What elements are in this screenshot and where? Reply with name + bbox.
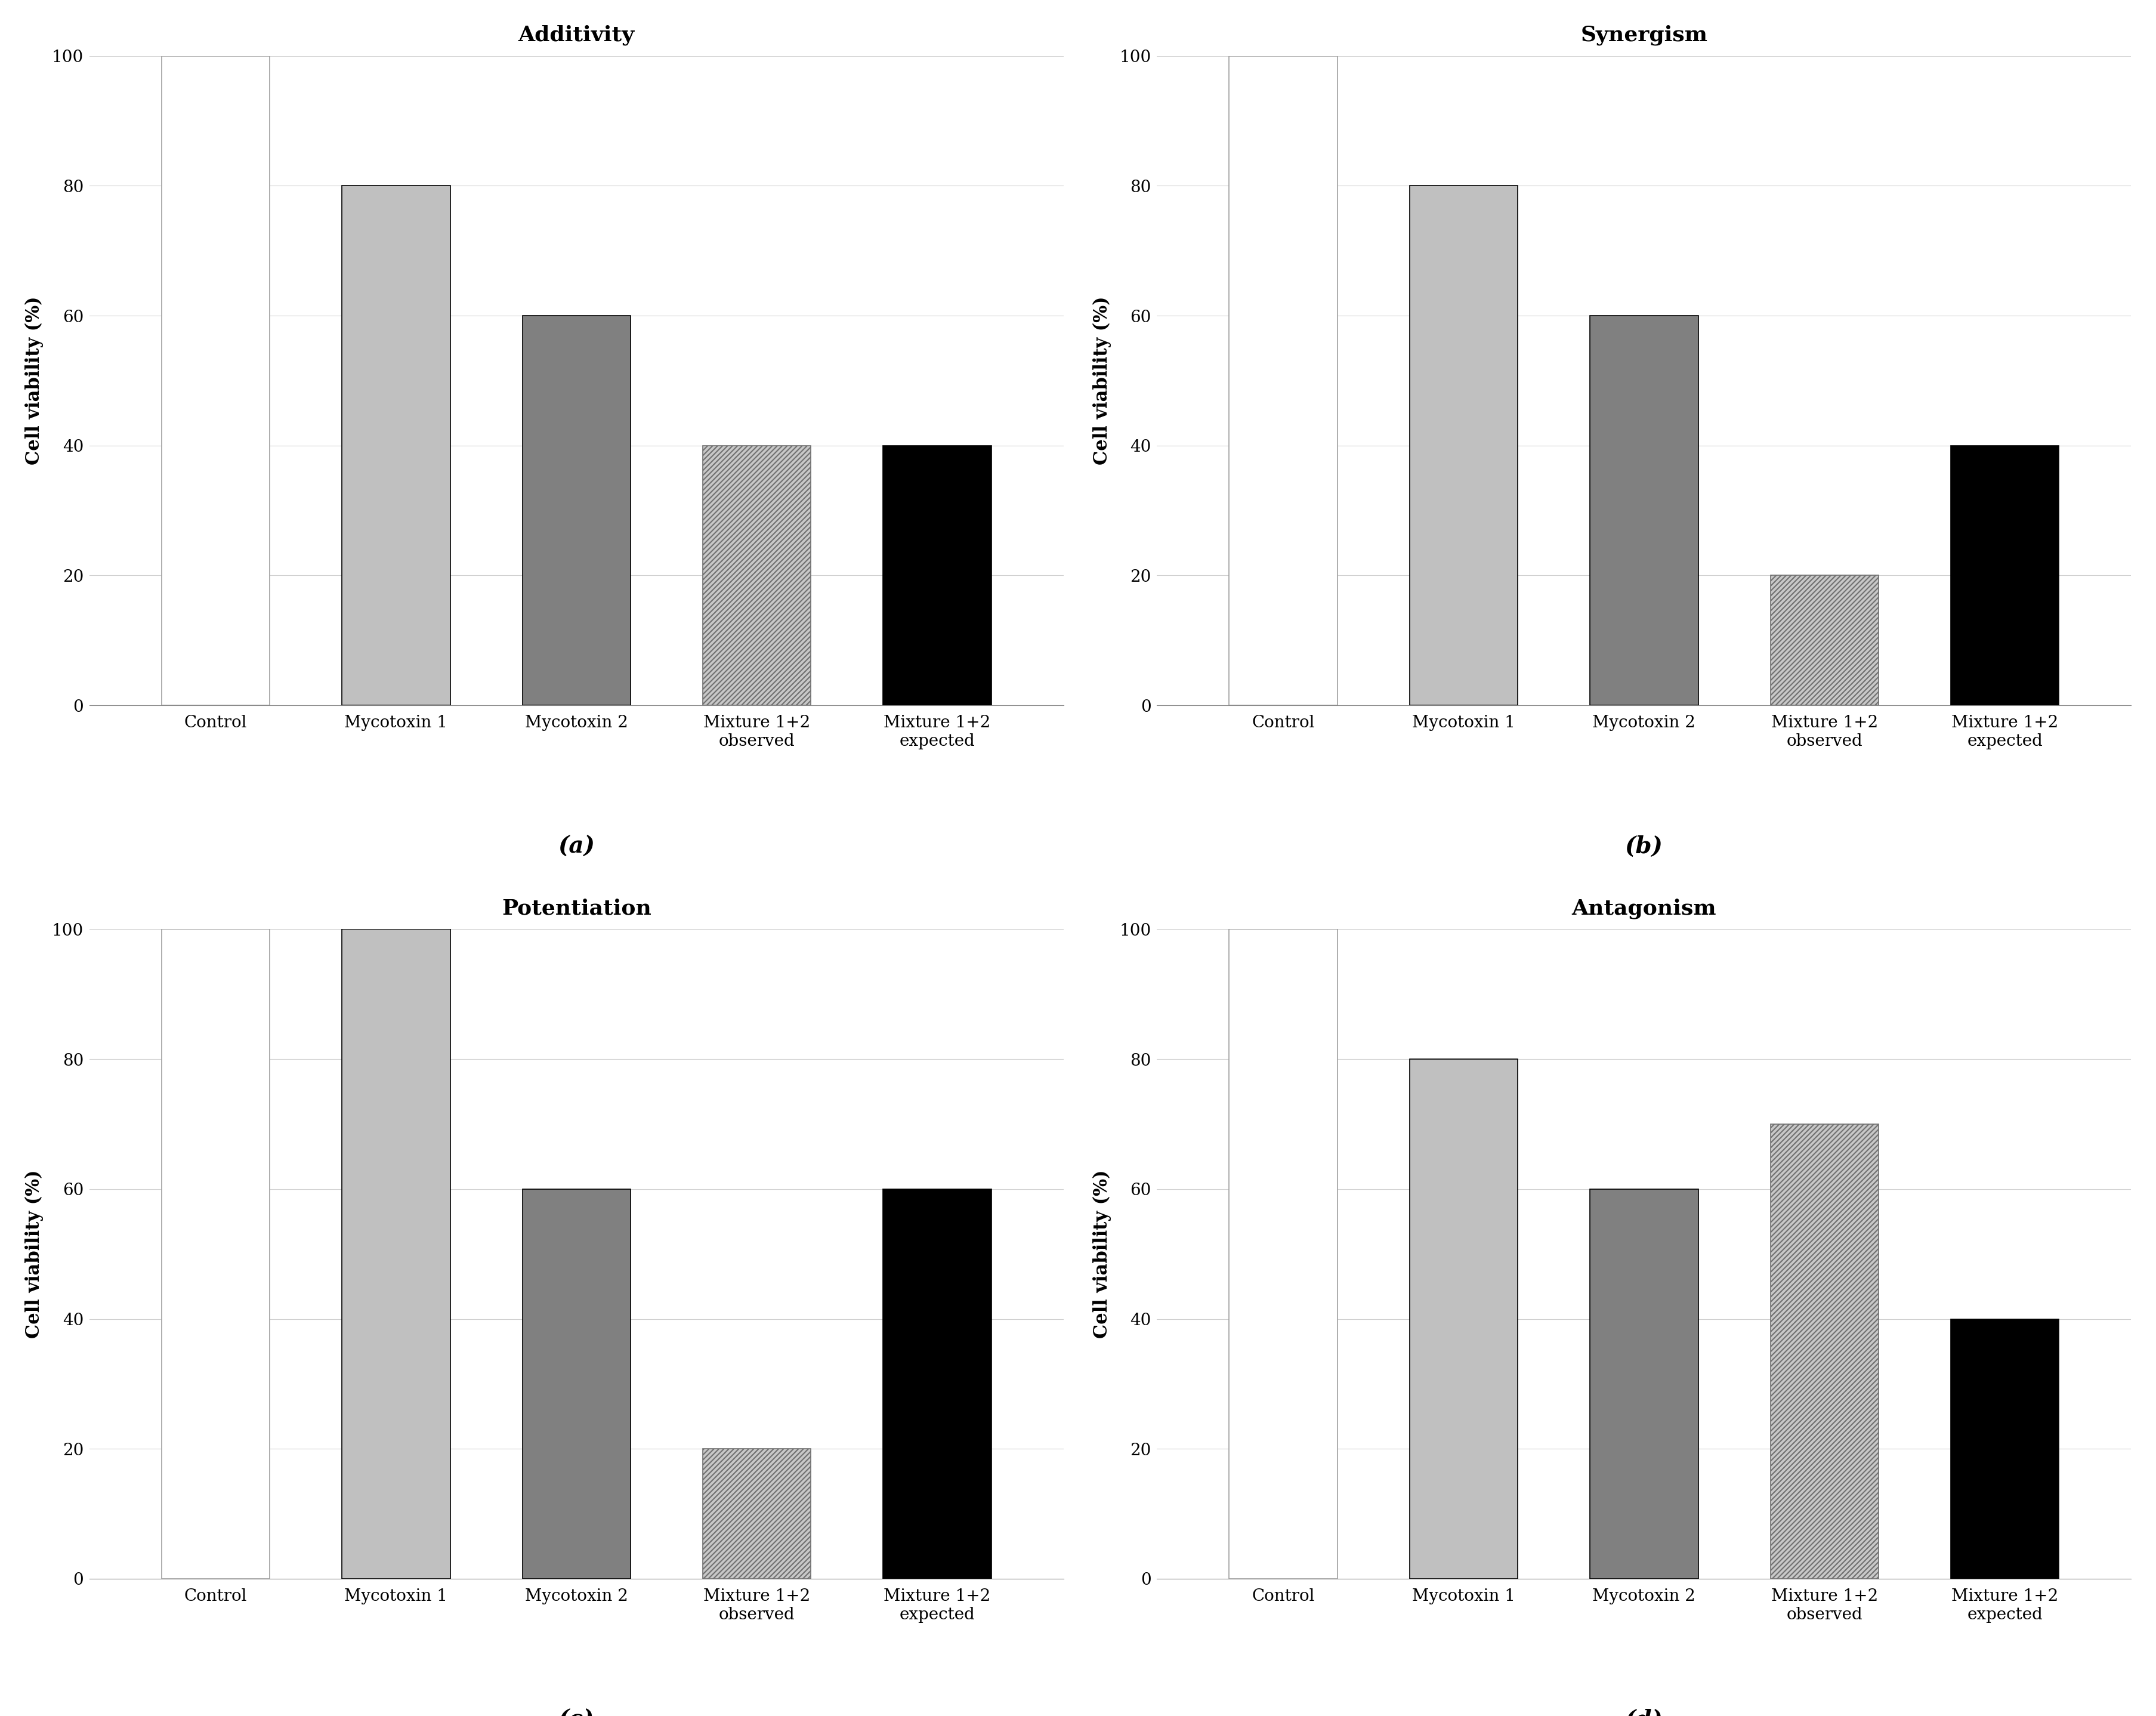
Bar <box>703 1448 811 1579</box>
Y-axis label: Cell viability (%): Cell viability (%) <box>26 297 43 465</box>
Bar <box>884 446 992 705</box>
Bar <box>1770 1124 1878 1579</box>
Y-axis label: Cell viability (%): Cell viability (%) <box>1093 1170 1110 1338</box>
Bar <box>1410 1059 1518 1579</box>
Title: Antagonism: Antagonism <box>1572 897 1716 918</box>
Bar <box>1589 316 1699 705</box>
Bar <box>884 1189 992 1579</box>
Title: Synergism: Synergism <box>1580 24 1708 45</box>
Y-axis label: Cell viability (%): Cell viability (%) <box>1093 297 1110 465</box>
Text: (a): (a) <box>558 836 595 858</box>
Bar <box>1229 930 1337 1579</box>
Text: (b): (b) <box>1626 836 1662 858</box>
Bar <box>162 930 270 1579</box>
Bar <box>1410 185 1518 705</box>
Bar <box>1589 1189 1699 1579</box>
Bar <box>703 446 811 705</box>
Bar <box>1229 57 1337 705</box>
Bar <box>343 185 451 705</box>
Bar <box>162 57 270 705</box>
Bar <box>343 930 451 1579</box>
Text: (d): (d) <box>1626 1709 1662 1716</box>
Bar <box>1770 575 1878 705</box>
Y-axis label: Cell viability (%): Cell viability (%) <box>26 1170 43 1338</box>
Bar <box>522 1189 630 1579</box>
Title: Potentiation: Potentiation <box>502 897 651 918</box>
Bar <box>1951 1320 2059 1579</box>
Text: (c): (c) <box>558 1709 595 1716</box>
Title: Additivity: Additivity <box>517 24 634 45</box>
Bar <box>522 316 630 705</box>
Bar <box>1951 446 2059 705</box>
